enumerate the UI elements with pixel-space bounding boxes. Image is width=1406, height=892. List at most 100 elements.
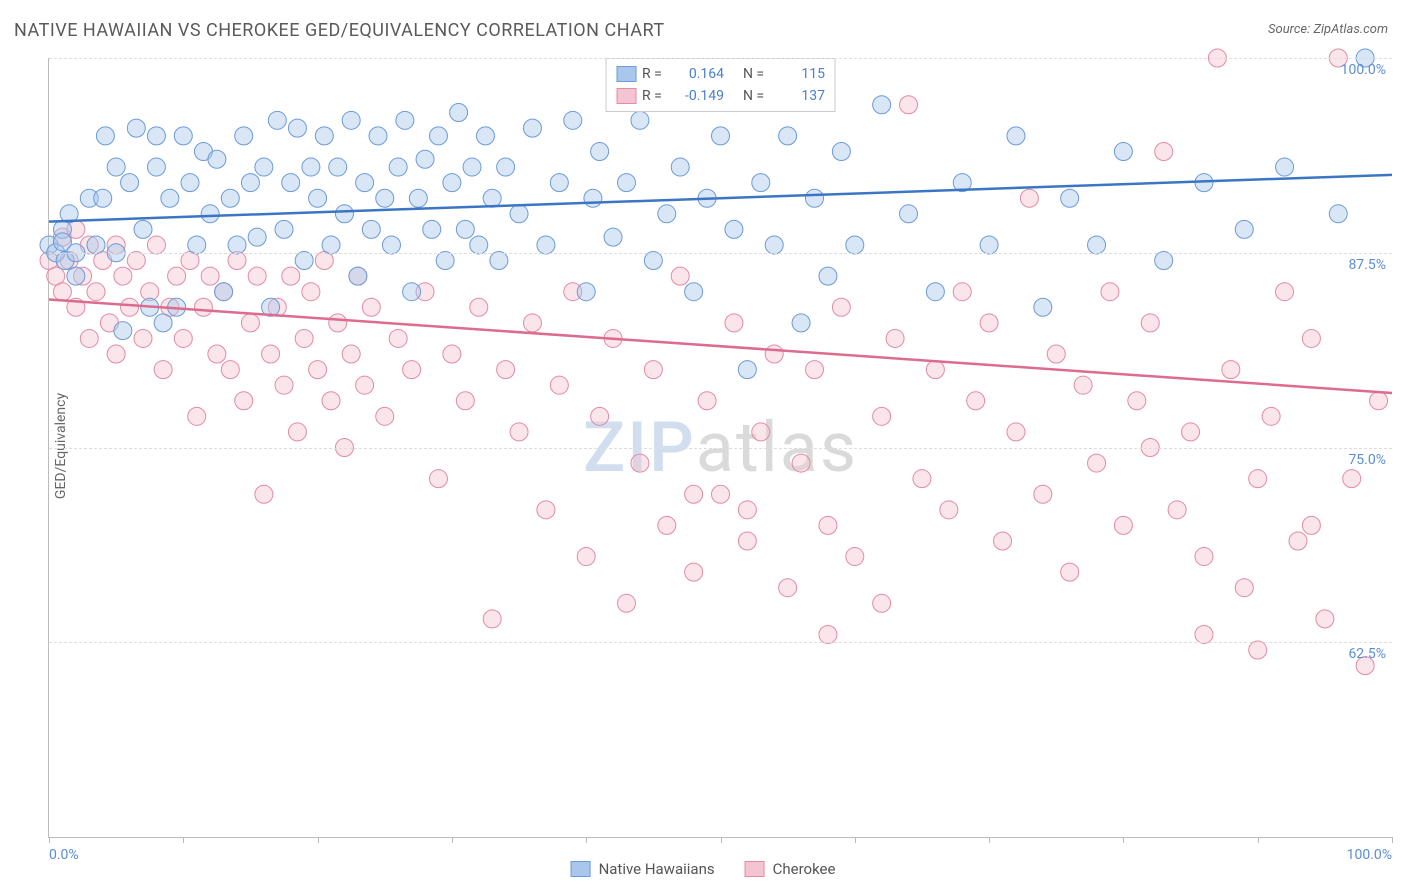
data-point (215, 283, 233, 301)
data-point (154, 361, 172, 379)
stat-n-label: N = (743, 66, 769, 82)
data-point (1302, 329, 1320, 347)
data-point (1101, 283, 1119, 301)
y-tick-label: 87.5% (1348, 257, 1386, 273)
data-point (208, 150, 226, 168)
data-point (591, 142, 609, 160)
legend-item: Cherokee (745, 860, 836, 878)
data-point (174, 127, 192, 145)
stat-n-value: 115 (775, 66, 825, 82)
data-point (147, 158, 165, 176)
data-point (819, 625, 837, 643)
data-point (873, 407, 891, 425)
x-tick (452, 837, 453, 843)
data-point (201, 267, 219, 285)
data-point (671, 158, 689, 176)
data-point (248, 267, 266, 285)
data-point (107, 345, 125, 363)
data-point (429, 127, 447, 145)
data-point (1034, 485, 1052, 503)
legend-label: Cherokee (773, 860, 836, 878)
data-point (738, 532, 756, 550)
data-point (658, 205, 676, 223)
data-point (1141, 314, 1159, 332)
data-point (208, 345, 226, 363)
data-point (80, 329, 98, 347)
data-point (1020, 189, 1038, 207)
data-point (134, 220, 152, 238)
data-point (429, 470, 447, 488)
data-point (1316, 610, 1334, 628)
data-point (362, 298, 380, 316)
data-point (1114, 142, 1132, 160)
data-point (302, 283, 320, 301)
source-label: Source: (1268, 22, 1310, 37)
data-point (329, 158, 347, 176)
legend-swatch (616, 88, 636, 104)
data-point (792, 454, 810, 472)
x-tick (1123, 837, 1124, 843)
data-point (423, 220, 441, 238)
data-point (490, 252, 508, 270)
data-point (396, 111, 414, 129)
data-point (248, 228, 266, 246)
gridline (49, 253, 1392, 254)
data-point (476, 127, 494, 145)
data-point (121, 174, 139, 192)
data-point (765, 236, 783, 254)
data-point (537, 236, 555, 254)
data-point (389, 158, 407, 176)
data-point (282, 267, 300, 285)
data-point (349, 267, 367, 285)
data-point (53, 283, 71, 301)
data-point (497, 361, 515, 379)
legend-swatch (616, 66, 636, 82)
data-point (1262, 407, 1280, 425)
data-point (1074, 376, 1092, 394)
legend-swatch (745, 861, 765, 877)
data-point (1114, 516, 1132, 534)
legend-swatch (571, 861, 591, 877)
data-point (403, 283, 421, 301)
data-point (335, 205, 353, 223)
stat-r-label: R = (642, 66, 668, 82)
data-point (846, 548, 864, 566)
data-point (295, 252, 313, 270)
data-point (1155, 252, 1173, 270)
source-value: ZipAtlas.com (1313, 22, 1388, 37)
x-tick (586, 837, 587, 843)
data-point (1370, 392, 1388, 410)
data-point (846, 236, 864, 254)
data-point (980, 314, 998, 332)
data-point (235, 392, 253, 410)
data-point (1047, 345, 1065, 363)
source-attribution: Source: ZipAtlas.com (1268, 22, 1388, 37)
chart-title: NATIVE HAWAIIAN VS CHEROKEE GED/EQUIVALE… (14, 20, 665, 41)
data-point (953, 283, 971, 301)
data-point (712, 485, 730, 503)
data-point (779, 127, 797, 145)
data-point (577, 548, 595, 566)
data-point (463, 158, 481, 176)
data-point (631, 111, 649, 129)
x-tick (855, 837, 856, 843)
data-point (483, 189, 501, 207)
data-point (631, 454, 649, 472)
data-point (329, 314, 347, 332)
data-point (1061, 189, 1079, 207)
data-point (356, 376, 374, 394)
data-point (456, 392, 474, 410)
data-point (1034, 298, 1052, 316)
data-point (262, 345, 280, 363)
data-point (470, 298, 488, 316)
data-point (604, 228, 622, 246)
data-point (537, 501, 555, 519)
data-point (403, 361, 421, 379)
data-point (685, 485, 703, 503)
data-point (1195, 548, 1213, 566)
data-point (1155, 142, 1173, 160)
data-point (127, 252, 145, 270)
data-point (752, 423, 770, 441)
data-point (1276, 158, 1294, 176)
data-point (282, 174, 300, 192)
